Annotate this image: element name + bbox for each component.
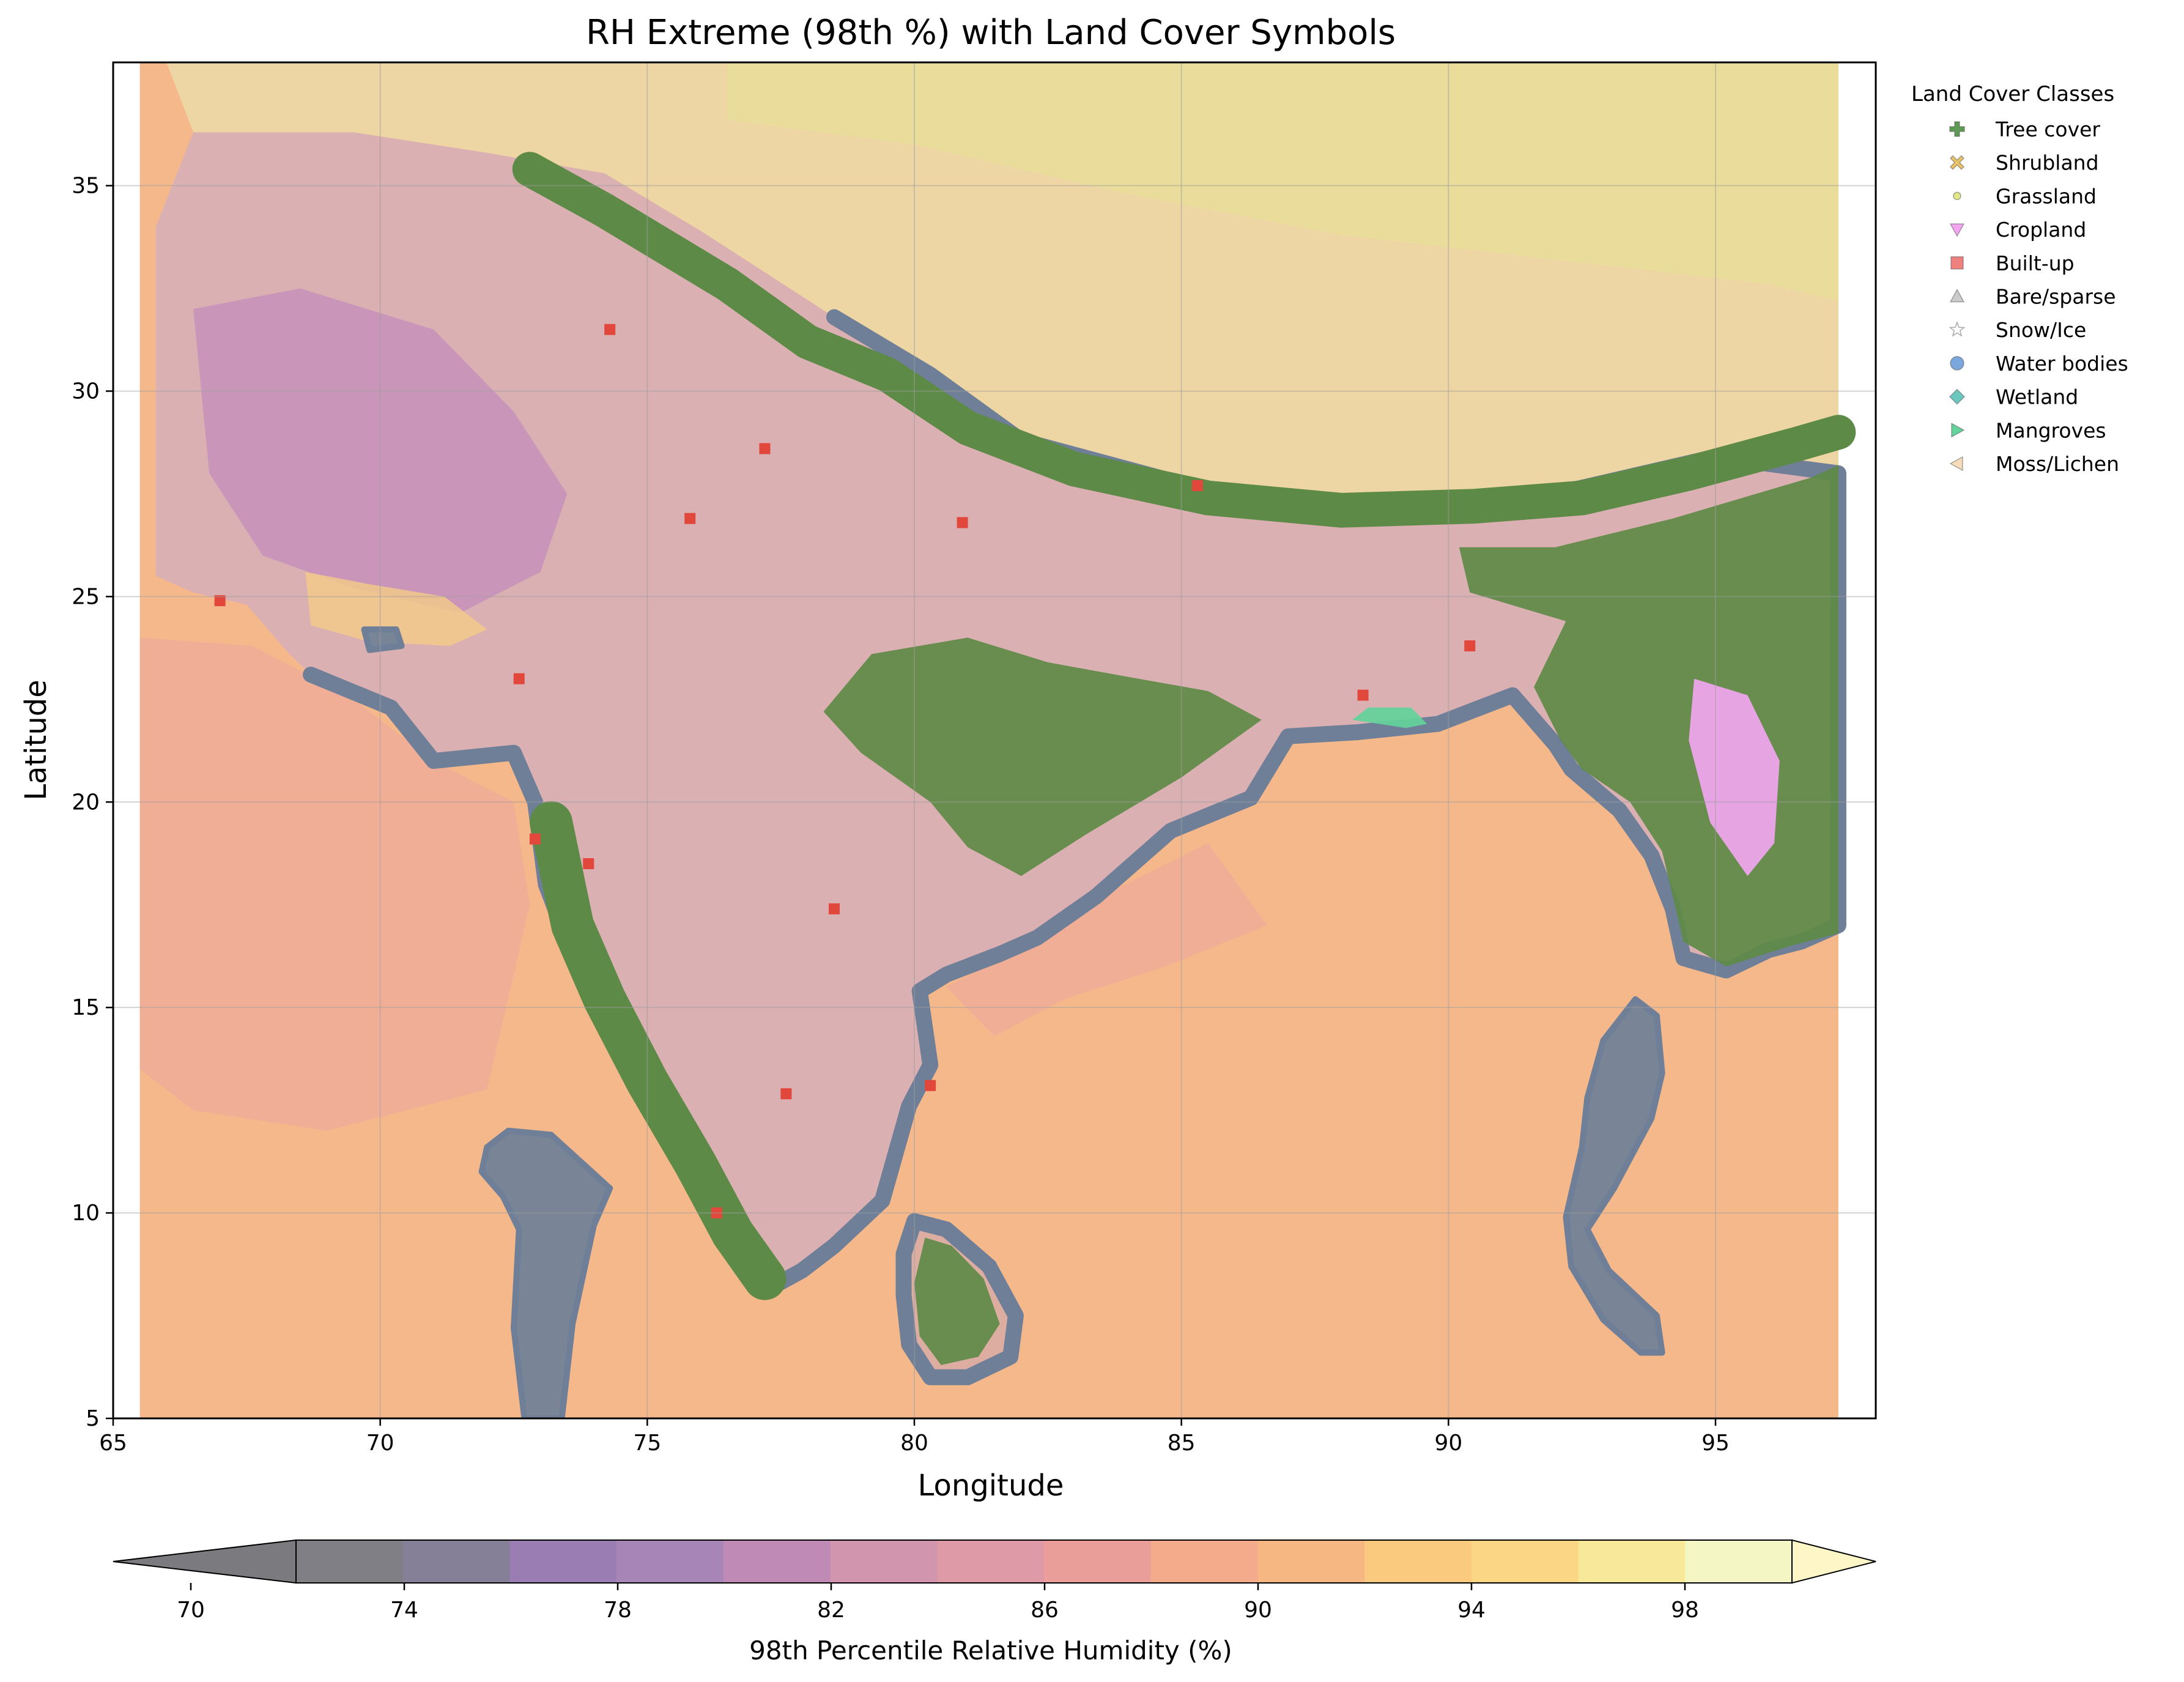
built-up-marker xyxy=(1192,480,1203,491)
legend-marker xyxy=(1953,192,1961,199)
built-up-marker xyxy=(1358,690,1369,701)
built-up-marker xyxy=(514,673,525,684)
legend-item-label: Moss/Lichen xyxy=(1996,452,2119,476)
legend-marker xyxy=(1950,322,1964,336)
x-tick-label: 80 xyxy=(900,1431,928,1456)
legend-item-label: Cropland xyxy=(1996,218,2086,242)
built-up-marker xyxy=(604,324,615,335)
built-up-marker xyxy=(780,1088,791,1099)
built-up-marker xyxy=(925,1080,936,1091)
colorbar: 70 74 78 82 86 90 94 98 98th Percentile Relativ… xyxy=(113,1540,1876,1665)
legend-item: Mangroves xyxy=(1952,418,2106,442)
legend-item-label: Mangroves xyxy=(1996,418,2106,442)
built-up-marker xyxy=(957,517,968,528)
y-tick-label: 20 xyxy=(72,790,100,815)
legend-item: Wetland xyxy=(1950,385,2078,409)
colorbar-tick-label: 70 xyxy=(177,1598,205,1623)
legend-item-label: Shrubland xyxy=(1996,151,2099,175)
land-cover-region xyxy=(365,629,402,650)
legend-item-label: Snow/Ice xyxy=(1996,318,2086,342)
legend-item: Cropland xyxy=(1950,218,2086,242)
colorbar-swatch xyxy=(831,1540,938,1583)
colorbar-tick-label: 98 xyxy=(1671,1598,1699,1623)
legend-item-label: Bare/sparse xyxy=(1996,285,2116,309)
colorbar-swatch xyxy=(1364,1540,1471,1583)
x-axis-label: Longitude xyxy=(918,1469,1064,1503)
colorbar-swatch xyxy=(1471,1540,1579,1583)
colorbar-swatch xyxy=(296,1540,403,1583)
y-tick-label: 5 xyxy=(86,1406,100,1431)
colorbar-tick-label: 90 xyxy=(1244,1598,1272,1623)
legend: Land Cover Classes Tree cover Shrubland Gr… xyxy=(1911,82,2128,476)
legend-item: Tree cover xyxy=(1950,117,2100,141)
x-axis: 65 70 75 80 85 90 95 xyxy=(99,1418,1730,1456)
y-tick-label: 25 xyxy=(72,584,100,609)
legend-item: Bare/sparse xyxy=(1950,285,2116,309)
chart-title: RH Extreme (98th %) with Land Cover Symb… xyxy=(586,13,1396,53)
built-up-marker xyxy=(829,903,840,914)
legend-item-label: Grassland xyxy=(1996,184,2097,208)
colorbar-swatch xyxy=(616,1540,724,1583)
x-tick-label: 75 xyxy=(633,1431,661,1456)
map-layers xyxy=(140,62,1838,1418)
legend-marker xyxy=(1950,224,1964,236)
legend-item-label: Tree cover xyxy=(1995,117,2100,141)
legend-item: Snow/Ice xyxy=(1950,318,2087,342)
colorbar-swatch xyxy=(1044,1540,1151,1583)
legend-marker xyxy=(1950,290,1964,302)
legend-marker xyxy=(1950,457,1963,470)
colorbar-tick-label: 94 xyxy=(1457,1598,1486,1623)
x-tick-label: 65 xyxy=(99,1431,127,1456)
x-tick-label: 85 xyxy=(1168,1431,1196,1456)
colorbar-swatch xyxy=(1151,1540,1258,1583)
colorbar-swatch xyxy=(937,1540,1044,1583)
colorbar-tick-label: 78 xyxy=(604,1598,632,1623)
built-up-marker xyxy=(530,834,541,845)
colorbar-swatch xyxy=(1685,1540,1792,1583)
colorbar-swatch xyxy=(509,1540,616,1583)
y-tick-label: 15 xyxy=(72,995,100,1020)
colorbar-tick-label: 82 xyxy=(817,1598,845,1623)
built-up-marker xyxy=(1464,640,1475,651)
legend-marker xyxy=(1950,390,1964,404)
built-up-marker xyxy=(583,858,594,869)
colorbar-swatch xyxy=(1579,1540,1686,1583)
x-tick-label: 90 xyxy=(1434,1431,1462,1456)
legend-item-label: Wetland xyxy=(1996,385,2078,409)
legend-item-label: Built-up xyxy=(1996,251,2075,275)
colorbar-tick-label: 86 xyxy=(1031,1598,1059,1623)
map-plot-area xyxy=(113,62,1876,1418)
y-axis-label: Latitude xyxy=(19,680,53,801)
colorbar-label: 98th Percentile Relative Humidity (%) xyxy=(749,1636,1232,1665)
legend-item: Built-up xyxy=(1951,251,2075,275)
colorbar-swatch xyxy=(403,1540,510,1583)
built-up-marker xyxy=(759,443,770,454)
built-up-marker xyxy=(684,513,695,524)
legend-title: Land Cover Classes xyxy=(1911,82,2114,106)
x-tick-label: 95 xyxy=(1701,1431,1730,1456)
y-axis: 5 10 15 20 25 30 35 xyxy=(72,174,113,1431)
legend-item: Shrubland xyxy=(1950,151,2099,175)
legend-item: Moss/Lichen xyxy=(1950,452,2119,476)
legend-marker xyxy=(1950,156,1964,169)
legend-item: Water bodies xyxy=(1950,352,2128,376)
legend-item: Grassland xyxy=(1953,184,2097,208)
y-tick-label: 35 xyxy=(72,174,100,199)
y-tick-label: 30 xyxy=(72,379,100,404)
legend-marker xyxy=(1950,122,1964,136)
y-tick-label: 10 xyxy=(72,1201,100,1226)
colorbar-swatch xyxy=(1257,1540,1364,1583)
colorbar-swatch xyxy=(724,1540,831,1583)
x-tick-label: 70 xyxy=(366,1431,394,1456)
legend-marker xyxy=(1950,357,1964,370)
legend-marker xyxy=(1951,257,1963,269)
colorbar-over-extension xyxy=(1792,1540,1876,1583)
legend-item-label: Water bodies xyxy=(1996,352,2128,376)
colorbar-tick-label: 74 xyxy=(390,1598,418,1623)
legend-marker xyxy=(1952,423,1964,437)
colorbar-under-extension xyxy=(113,1540,296,1583)
